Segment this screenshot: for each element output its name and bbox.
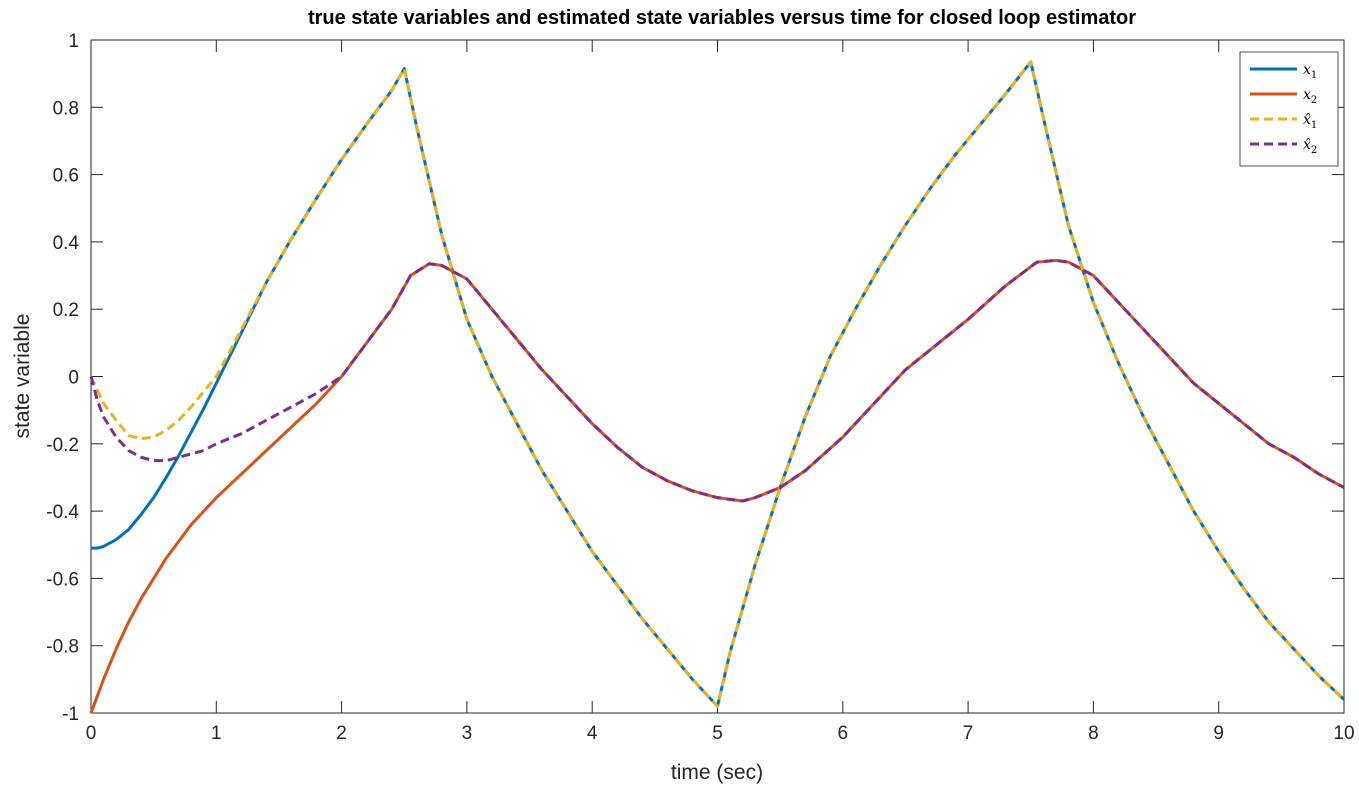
y-tick-label: 1 [68,31,79,52]
y-tick-label: -0.2 [46,435,79,456]
legend-box [1239,51,1339,167]
y-tick-label: 0.6 [53,166,79,187]
legend-label-4: x̂2 [1303,137,1317,156]
series-layer [89,60,1346,714]
axes-box [90,39,1345,714]
x-tick-label: 6 [838,723,849,744]
axis-ticks: 0 1 2 3 4 5 6 7 8 9 10 -1 -0.8 -0.6 -0.4 -0.2 0 0.2 0.4 0.6… [46,31,1354,744]
y-tick-label: -0.4 [46,502,79,523]
plot-area: 0 1 2 3 4 5 6 7 8 9 10 -1 -0.8 -0.6 -0.4 -0.2 0 0.2 0.4 0.6… [46,31,1354,744]
y-tick-label: -0.6 [46,569,79,590]
y-tick-label: -1 [62,704,79,725]
x-tick-label: 9 [1213,723,1224,744]
y-tick-label: 0 [68,368,79,389]
y-tick-label: 0.4 [53,233,80,254]
x-tick-label: 7 [963,723,974,744]
y-tick-label: 0.2 [53,300,79,321]
x-axis-label: time (sec) [671,761,763,784]
x-tick-label: 5 [712,723,723,744]
x-tick-label: 0 [86,723,97,744]
y-axis-label: state variable [11,314,34,439]
legend-label-2: x2 [1303,87,1317,106]
y-tick-label: 0.8 [53,98,79,119]
legend: x1 x2 x̂1 x̂2 [1239,51,1339,167]
x-tick-label: 8 [1088,723,1099,744]
x-tick-label: 10 [1333,723,1354,744]
series-line-4 [89,258,1345,503]
x-tick-label: 4 [587,723,598,744]
series-line-3 [89,60,1346,708]
y-tick-label: -0.8 [46,637,79,658]
chart-title: true state variables and estimated state… [308,7,1136,29]
x-tick-label: 3 [462,723,473,744]
legend-label-1: x1 [1303,62,1317,81]
x-tick-label: 2 [336,723,347,744]
legend-label-3: x̂1 [1303,112,1317,131]
x-tick-label: 1 [211,723,222,744]
